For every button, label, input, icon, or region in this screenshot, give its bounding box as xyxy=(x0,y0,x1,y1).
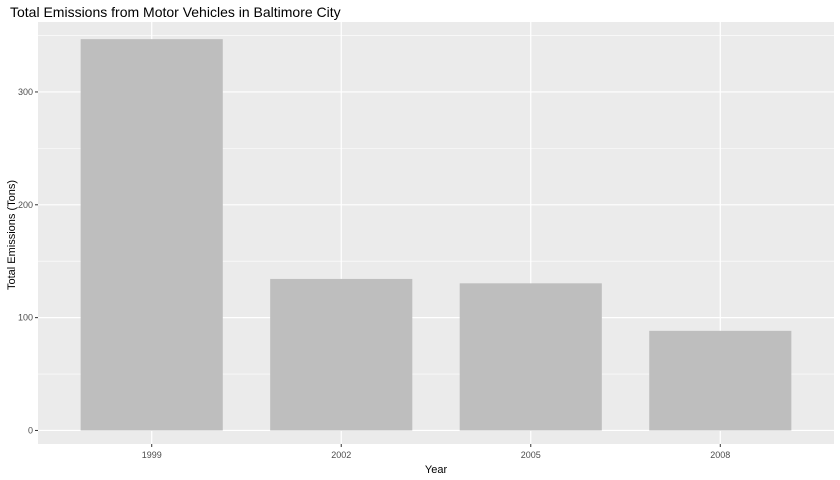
chart-title: Total Emissions from Motor Vehicles in B… xyxy=(10,4,341,20)
x-tick-label: 2005 xyxy=(521,450,541,460)
x-axis-label: Year xyxy=(425,464,448,476)
x-tick-label: 1999 xyxy=(142,450,162,460)
y-tick-label: 0 xyxy=(28,425,33,435)
y-axis-label: Total Emissions (Tons) xyxy=(6,180,18,290)
y-tick-label: 200 xyxy=(18,200,33,210)
y-axis-ticks: 0 100 200 300 xyxy=(18,87,38,435)
x-tick-label: 2002 xyxy=(331,450,351,460)
bar-2002 xyxy=(270,278,413,431)
bars xyxy=(80,39,792,431)
x-axis-ticks: 1999 2002 2005 2008 xyxy=(142,444,730,460)
bar-2008 xyxy=(649,330,792,431)
y-tick-label: 300 xyxy=(18,87,33,97)
y-tick-label: 100 xyxy=(18,313,33,323)
x-tick-label: 2008 xyxy=(710,450,730,460)
bar-1999 xyxy=(80,39,223,431)
bar-2005 xyxy=(459,283,602,431)
